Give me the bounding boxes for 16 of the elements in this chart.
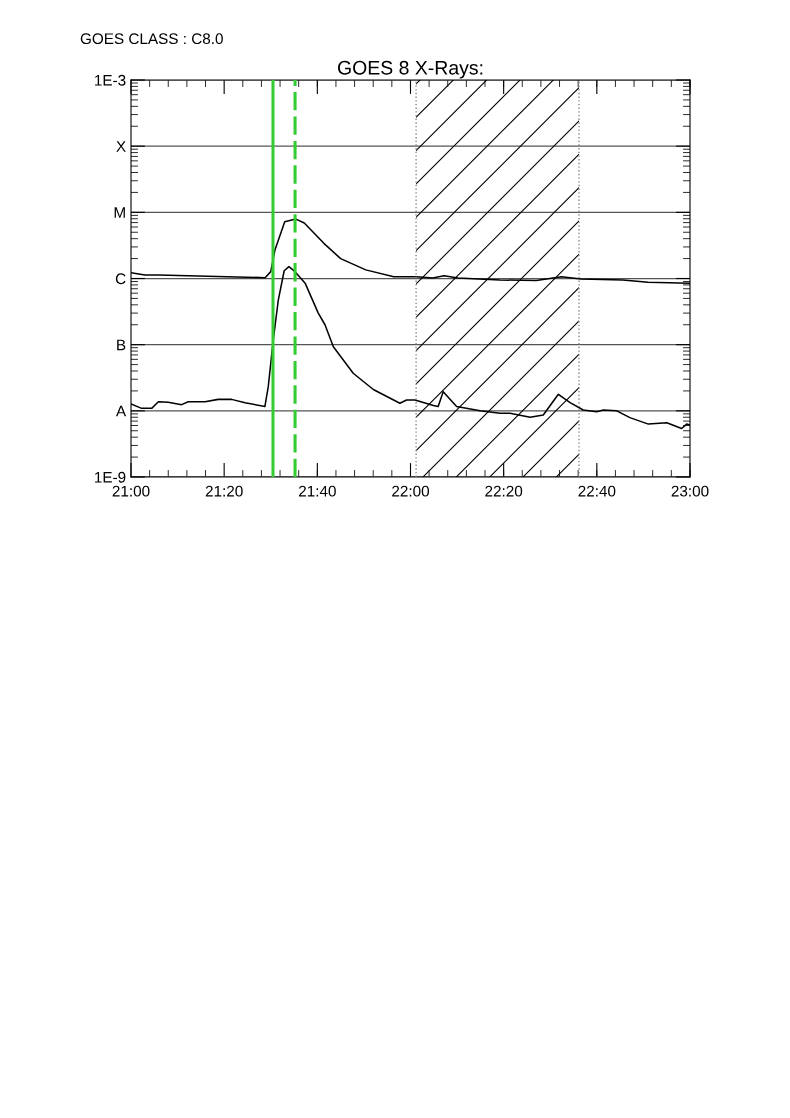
- y-tick-label: 1E-9: [95, 471, 126, 483]
- x-tick-label: 21:40: [299, 485, 336, 497]
- x-tick-label: 22:40: [578, 485, 616, 497]
- y-tick-label: 1E-3: [95, 74, 126, 86]
- y-tick-label: X: [116, 141, 126, 152]
- y-tick-label: C: [115, 273, 126, 285]
- x-tick-label: 21:20: [205, 485, 243, 497]
- y-tick-label: A: [115, 405, 127, 417]
- chart-title: GOES 8 X-Rays:: [338, 60, 483, 79]
- x-tick-label: 23:00: [671, 485, 709, 497]
- x-tick-label: 22:20: [485, 485, 523, 497]
- x-tick-label: 22:00: [392, 485, 430, 497]
- x-tick-label: 21:00: [112, 485, 150, 497]
- y-tick-label: M: [114, 207, 125, 218]
- y-tick-label: B: [117, 339, 126, 351]
- text: GOES CLASS : C8.0: [80, 33, 223, 45]
